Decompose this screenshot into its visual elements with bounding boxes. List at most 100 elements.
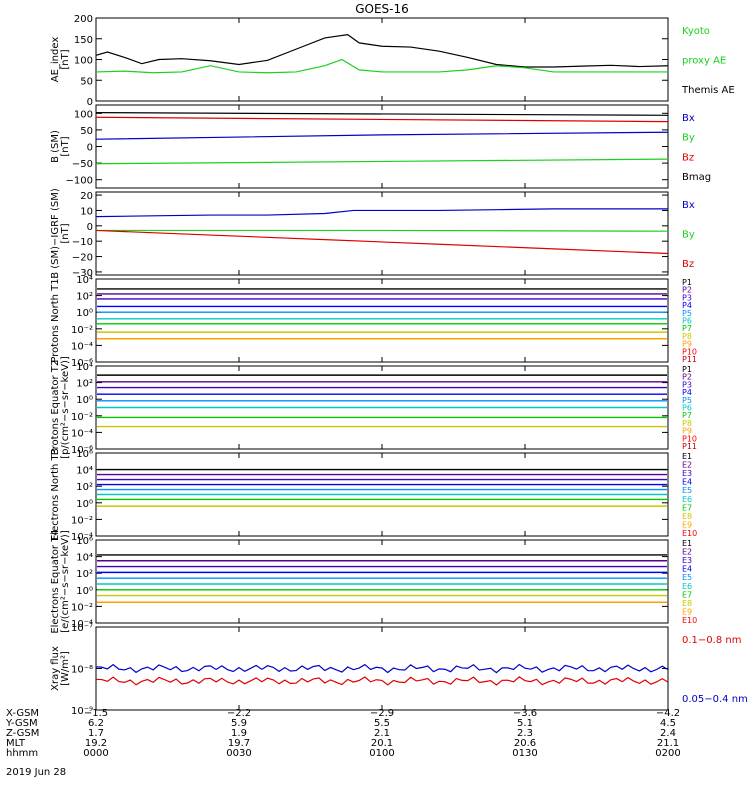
legend-entry: By (682, 133, 695, 144)
legend-entry: E3 (682, 469, 692, 478)
series-line (95, 33, 669, 68)
series-line (95, 58, 668, 74)
x-row-value: 6.2 (88, 718, 104, 729)
panel-8: 10⁻⁹ 10⁻⁸ 10⁻⁷ Xray flux[W/m²] 0.1−0.8 nm 0.0… (50, 623, 748, 717)
legend-entry: P10 (682, 434, 697, 443)
legend-entry: P4 (682, 388, 692, 397)
legend-entry: P3 (682, 293, 692, 302)
legend-entry: P2 (682, 286, 692, 295)
legend-entry: Bz (682, 152, 694, 163)
y-tick-label: 10⁻⁶ (71, 358, 93, 369)
y-axis-label: AE_index[nT] (50, 37, 71, 83)
x-row-value: 0200 (655, 748, 680, 759)
x-row-value: 2.4 (660, 728, 676, 739)
y-axis-label: Electrons Equator T4[e/(cm²−s−sr−keV)] (50, 529, 71, 633)
legend-entry: P7 (682, 324, 692, 333)
legend-entry: E1 (682, 452, 692, 461)
y-tick-label: 10⁻² (71, 515, 93, 526)
x-row-value: 2.3 (517, 728, 533, 739)
x-row-value: 5.1 (517, 718, 533, 729)
legend-entry: 0.1−0.8 nm (682, 635, 741, 646)
legend-entry: P7 (682, 411, 692, 420)
y-axis-label: Xray flux[W/m²] (50, 646, 71, 691)
y-tick-label: −100 (66, 176, 93, 187)
legend-entry: E9 (682, 607, 692, 616)
y-tick-label: −20 (72, 253, 93, 264)
legend-entry: E6 (682, 495, 692, 504)
x-row-value: 0130 (512, 748, 537, 759)
y-tick-label: 10⁴ (76, 553, 93, 564)
y-tick-label: 10⁴ (76, 275, 93, 286)
panel-5: 10⁻⁶ 10⁻⁴ 10⁻² 10⁰ 10² 10⁴ Protons Equator T2[… (50, 356, 697, 459)
y-tick-label: 10⁴ (76, 362, 93, 373)
y-axis-label: B (SM)−IGRF (SM)[nT] (50, 188, 71, 279)
y-tick-label: 50 (80, 126, 93, 137)
x-row-value: −1.5 (84, 708, 108, 719)
y-tick-label: 100 (74, 109, 93, 120)
y-tick-label: 10⁻⁴ (71, 619, 93, 630)
y-tick-label: 150 (74, 35, 93, 46)
legend-entry: E9 (682, 520, 692, 529)
legend-entry: By (682, 230, 695, 241)
figure-title: GOES-16 (355, 2, 409, 16)
x-row-value: 20.6 (514, 738, 536, 749)
series-line (96, 229, 669, 232)
y-tick-label: 0 (87, 222, 93, 233)
y-tick-label: −50 (72, 159, 93, 170)
y-tick-label: 200 (74, 14, 93, 25)
panel-frame (95, 278, 669, 363)
legend-entry: P6 (682, 404, 692, 413)
y-tick-label: 10⁻⁸ (71, 665, 93, 676)
x-row-value: 0000 (83, 748, 108, 759)
legend-entry: P9 (682, 427, 692, 436)
y-tick-label: 20 (80, 191, 93, 202)
series-line (95, 229, 669, 255)
y-tick-label: 10⁰ (76, 308, 93, 319)
legend-entry: P1 (682, 278, 692, 287)
legend-entry: Bmag (682, 172, 711, 183)
y-tick-label: 10⁻⁴ (71, 428, 93, 439)
legend-entry: E8 (682, 599, 692, 608)
legend-entry: P11 (682, 442, 697, 451)
x-row-value: 5.9 (231, 718, 247, 729)
x-axis-labels: X-GSM −1.5 −2.2 −2.9 −3.6 −4.2 Y-GSM 6.2 5.9 5.5 5… (5, 708, 681, 759)
legend-entry: E8 (682, 512, 692, 521)
series-line (95, 158, 669, 165)
x-row-value: 19.7 (228, 738, 250, 749)
y-tick-label: 0 (87, 97, 93, 108)
legend-entry: proxy AE (682, 56, 726, 67)
y-tick-label: 10⁻² (71, 602, 93, 613)
legend-entry: P5 (682, 309, 692, 318)
y-tick-label: 10⁰ (76, 499, 93, 510)
x-row-value: 0100 (369, 748, 394, 759)
x-row-value: 1.9 (231, 728, 247, 739)
y-tick-label: 0 (87, 143, 93, 154)
y-tick-label: 10⁻⁶ (71, 445, 93, 456)
y-tick-label: 10⁰ (76, 395, 93, 406)
legend-entry: E5 (682, 486, 692, 495)
y-tick-label: 10² (76, 292, 93, 303)
legend-entry: E3 (682, 556, 692, 565)
legend-entry: E4 (682, 478, 692, 487)
y-tick-label: 10² (76, 482, 93, 493)
y-axis-label: B (SM)[nT] (50, 130, 71, 163)
series-line (95, 663, 669, 674)
legend-entry: E7 (682, 590, 692, 599)
x-row-value: 1.7 (88, 728, 104, 739)
legend-entry: E6 (682, 582, 692, 591)
x-row-value: 0030 (226, 748, 251, 759)
y-tick-label: 10⁻⁷ (71, 623, 93, 634)
x-row-value: −3.6 (513, 708, 537, 719)
legend-entry: P11 (682, 355, 697, 364)
legend-entry: E2 (682, 548, 692, 557)
x-row-label: hhmm (6, 748, 38, 759)
x-row-value: −4.2 (656, 708, 680, 719)
y-axis-label: Protons Equator T2[p/(cm²−s−sr−keV)] (50, 356, 71, 459)
legend-entry: E2 (682, 461, 692, 470)
legend-entry: P8 (682, 332, 692, 341)
legend-entry: P10 (682, 347, 697, 356)
y-tick-label: 10⁴ (76, 466, 93, 477)
x-row-value: 2.1 (374, 728, 390, 739)
